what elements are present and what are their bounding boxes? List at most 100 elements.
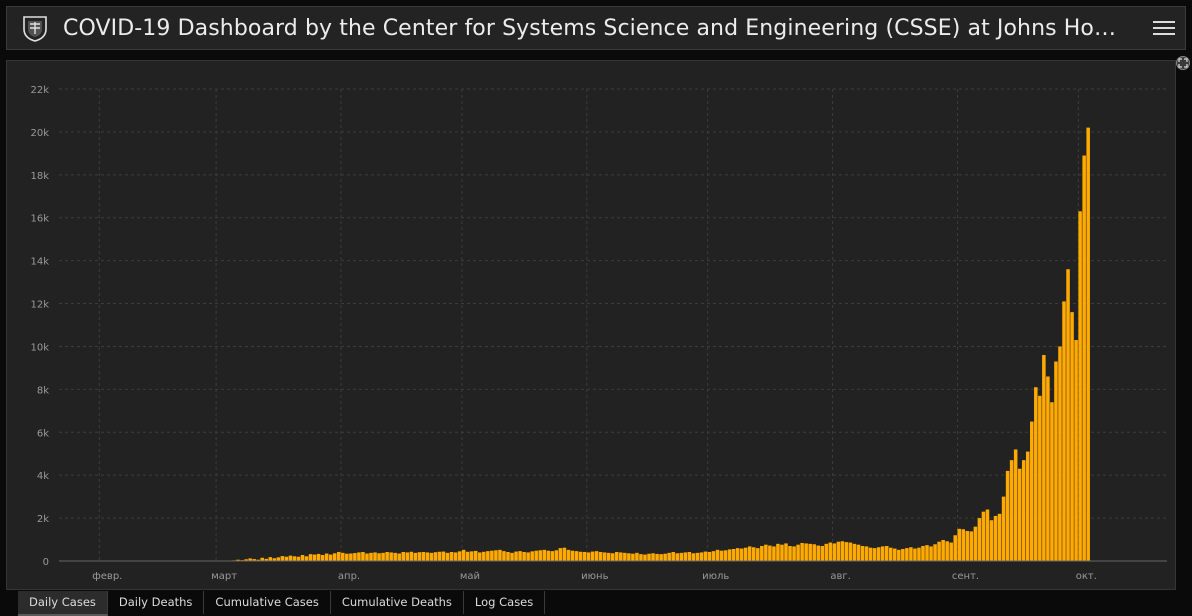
daily-case-bar[interactable] (317, 554, 321, 561)
daily-case-bar[interactable] (506, 552, 510, 561)
daily-case-bar[interactable] (482, 552, 486, 561)
daily-case-bar[interactable] (583, 552, 587, 561)
daily-case-bar[interactable] (349, 553, 353, 561)
daily-case-bar[interactable] (454, 552, 458, 561)
daily-case-bar[interactable] (1058, 346, 1062, 561)
daily-case-bar[interactable] (498, 550, 502, 561)
daily-case-bar[interactable] (889, 548, 893, 561)
daily-case-bar[interactable] (732, 549, 736, 561)
daily-case-bar[interactable] (978, 518, 982, 561)
daily-case-bar[interactable] (825, 544, 829, 561)
daily-case-bar[interactable] (410, 552, 414, 561)
daily-case-bar[interactable] (406, 552, 410, 561)
daily-case-bar[interactable] (591, 552, 595, 561)
daily-case-bar[interactable] (567, 550, 571, 561)
daily-case-bar[interactable] (877, 547, 881, 561)
daily-case-bar[interactable] (559, 548, 563, 561)
daily-case-bar[interactable] (962, 529, 966, 561)
daily-case-bar[interactable] (414, 553, 418, 561)
daily-case-bar[interactable] (853, 544, 857, 561)
daily-case-bar[interactable] (724, 550, 728, 561)
daily-case-bar[interactable] (708, 552, 712, 561)
daily-case-bar[interactable] (313, 555, 317, 561)
daily-case-bar[interactable] (957, 529, 961, 561)
daily-case-bar[interactable] (869, 548, 873, 561)
daily-case-bar[interactable] (333, 553, 337, 561)
daily-case-bar[interactable] (1022, 460, 1026, 561)
daily-case-bar[interactable] (1086, 128, 1090, 561)
daily-case-bar[interactable] (474, 551, 478, 561)
daily-case-bar[interactable] (885, 546, 889, 561)
daily-case-bar[interactable] (369, 553, 373, 561)
daily-case-bar[interactable] (522, 552, 526, 561)
tab-daily-deaths[interactable]: Daily Deaths (108, 591, 205, 614)
daily-case-bar[interactable] (897, 550, 901, 561)
daily-case-bar[interactable] (901, 549, 905, 561)
daily-case-bar[interactable] (986, 510, 990, 561)
daily-case-bar[interactable] (998, 514, 1002, 561)
daily-case-bar[interactable] (970, 531, 974, 561)
daily-case-bar[interactable] (692, 553, 696, 561)
daily-case-bar[interactable] (974, 527, 978, 561)
daily-case-bar[interactable] (720, 551, 724, 561)
daily-case-bar[interactable] (297, 557, 301, 561)
daily-case-bar[interactable] (949, 543, 953, 561)
daily-case-bar[interactable] (353, 553, 357, 561)
daily-case-bar[interactable] (845, 542, 849, 561)
daily-case-bar[interactable] (603, 552, 607, 561)
daily-case-bar[interactable] (917, 548, 921, 561)
daily-case-bar[interactable] (841, 541, 845, 561)
daily-case-bar[interactable] (357, 552, 361, 561)
daily-case-bar[interactable] (631, 554, 635, 561)
daily-case-bar[interactable] (1026, 452, 1030, 561)
daily-case-bar[interactable] (595, 551, 599, 561)
daily-case-bar[interactable] (1038, 396, 1042, 561)
daily-case-bar[interactable] (542, 550, 546, 561)
daily-case-bar[interactable] (530, 551, 534, 561)
daily-case-bar[interactable] (675, 553, 679, 561)
daily-case-bar[interactable] (740, 549, 744, 561)
daily-case-bar[interactable] (486, 551, 490, 561)
daily-case-bar[interactable] (401, 552, 405, 561)
daily-case-bar[interactable] (756, 548, 760, 561)
daily-case-bar[interactable] (800, 543, 804, 561)
daily-case-bar[interactable] (563, 548, 567, 561)
daily-case-bar[interactable] (381, 553, 385, 561)
daily-case-bar[interactable] (466, 552, 470, 561)
daily-case-bar[interactable] (309, 554, 313, 561)
daily-case-bar[interactable] (994, 516, 998, 561)
daily-case-bar[interactable] (849, 543, 853, 561)
daily-case-bar[interactable] (865, 546, 869, 561)
hamburger-menu-icon[interactable] (1153, 17, 1175, 39)
daily-case-bar[interactable] (1034, 387, 1038, 561)
daily-case-bar[interactable] (837, 542, 841, 561)
daily-case-bar[interactable] (345, 554, 349, 561)
daily-case-bar[interactable] (426, 552, 430, 561)
daily-case-bar[interactable] (587, 552, 591, 561)
daily-case-bar[interactable] (696, 553, 700, 561)
daily-case-bar[interactable] (659, 554, 663, 561)
daily-case-bar[interactable] (772, 546, 776, 561)
daily-case-bar[interactable] (393, 553, 397, 561)
daily-case-bar[interactable] (635, 553, 639, 561)
daily-case-bar[interactable] (671, 552, 675, 561)
daily-case-bar[interactable] (780, 545, 784, 561)
tab-cumulative-cases[interactable]: Cumulative Cases (204, 591, 330, 614)
daily-case-bar[interactable] (361, 552, 365, 561)
daily-case-bar[interactable] (377, 553, 381, 561)
daily-case-bar[interactable] (728, 549, 732, 561)
daily-case-bar[interactable] (921, 546, 925, 561)
daily-case-bar[interactable] (494, 550, 498, 561)
daily-case-bar[interactable] (538, 550, 542, 561)
daily-case-bar[interactable] (712, 551, 716, 561)
daily-case-bar[interactable] (502, 551, 506, 561)
daily-case-bar[interactable] (615, 552, 619, 561)
daily-case-bar[interactable] (1062, 301, 1066, 561)
daily-case-bar[interactable] (418, 552, 422, 561)
daily-case-bar[interactable] (385, 552, 389, 561)
daily-case-bar[interactable] (446, 553, 450, 561)
daily-case-bar[interactable] (833, 543, 837, 561)
daily-case-bar[interactable] (325, 553, 329, 561)
daily-case-bar[interactable] (1070, 312, 1074, 561)
daily-case-bar[interactable] (551, 551, 555, 561)
